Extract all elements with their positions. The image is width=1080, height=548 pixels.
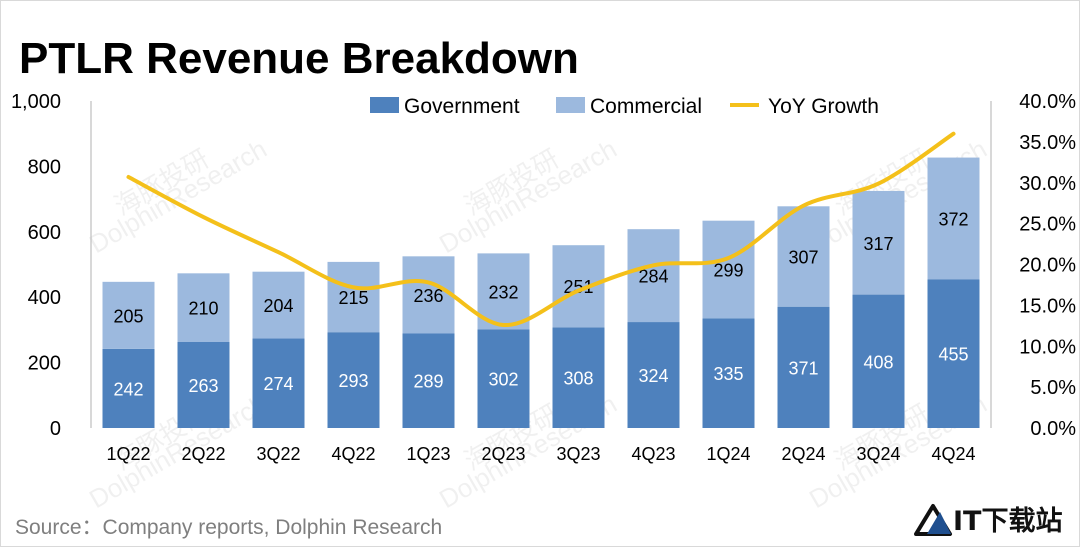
bar-government: [552, 327, 605, 428]
bar-government: [627, 322, 680, 428]
left-axis-tick-label: 800: [28, 156, 61, 178]
bar-commercial: [402, 256, 455, 334]
bar-commercial: [252, 271, 305, 339]
right-axis-tick-label: 25.0%: [1019, 214, 1076, 236]
x-axis-tick-label: 4Q22: [331, 444, 375, 464]
bar-government: [177, 341, 230, 428]
left-axis-tick-label: 0: [50, 418, 61, 440]
value-label-commercial: 232: [488, 282, 518, 302]
right-axis-tick-label: 0.0%: [1030, 418, 1076, 440]
legend-label-commercial: Commercial: [590, 95, 702, 118]
bar-government: [252, 338, 305, 428]
legend-label-yoy: YoY Growth: [768, 95, 879, 118]
value-label-commercial: 372: [938, 209, 968, 229]
right-axis-tick-label: 30.0%: [1019, 173, 1076, 195]
value-label-government: 455: [938, 345, 968, 365]
legend: Government Commercial YoY Growth: [370, 95, 879, 118]
left-axis-tick-label: 400: [28, 287, 61, 309]
x-axis-tick-label: 2Q23: [481, 444, 525, 464]
value-label-commercial: 204: [263, 296, 293, 316]
value-label-government: 274: [263, 374, 293, 394]
x-axis-ticks: 1Q22 2Q22 3Q22 4Q22 1Q23 2Q23 3Q23 4Q23 1Q24 2Q24…: [106, 444, 975, 464]
chart-title: PTLR Revenue Breakdown: [19, 34, 579, 83]
value-label-government: 308: [563, 369, 593, 389]
legend-swatch-government: [370, 97, 399, 113]
value-label-commercial: 299: [713, 261, 743, 281]
bar-commercial: [102, 281, 155, 349]
value-label-government: 408: [863, 352, 893, 372]
x-axis-tick-label: 1Q23: [406, 444, 450, 464]
right-axis-tick-label: 20.0%: [1019, 255, 1076, 277]
x-axis-tick-label: 1Q22: [106, 444, 150, 464]
bar-government: [852, 294, 905, 428]
value-label-government: 324: [638, 366, 668, 386]
x-axis-tick-label: 2Q22: [181, 444, 225, 464]
right-axis-ticks: 0.0% 5.0% 10.0% 15.0% 20.0% 25.0% 30.0% 35.0% 40…: [1019, 91, 1076, 440]
bar-government: [477, 329, 530, 428]
right-axis-tick-label: 5.0%: [1030, 377, 1076, 399]
value-label-commercial: 205: [113, 306, 143, 326]
x-axis-tick-label: 2Q24: [781, 444, 825, 464]
x-axis-tick-label: 3Q23: [556, 444, 600, 464]
bar-government: [702, 318, 755, 428]
value-label-government: 242: [113, 379, 143, 399]
bar-commercial: [777, 206, 830, 307]
x-axis-tick-label: 3Q22: [256, 444, 300, 464]
bar-commercial: [477, 253, 530, 330]
value-label-commercial: 236: [413, 286, 443, 306]
bar-commercial: [702, 220, 755, 319]
x-axis-tick-label: 4Q23: [631, 444, 675, 464]
right-axis-tick-label: 40.0%: [1019, 91, 1076, 113]
bar-commercial: [927, 157, 980, 280]
right-axis-tick-label: 15.0%: [1019, 295, 1076, 317]
triangle-logo-icon: [914, 504, 952, 536]
bar-government: [327, 332, 380, 428]
value-label-commercial: 284: [638, 267, 668, 287]
value-label-commercial: 317: [863, 234, 893, 254]
legend-label-government: Government: [404, 95, 520, 118]
bar-government: [927, 279, 980, 428]
left-axis-ticks: 0 200 400 600 800 1,000: [11, 91, 61, 440]
value-labels-layer: 242 205 263 210 274 204 293 215 289 236 302 232 308 2…: [113, 209, 968, 399]
bars-layer: [102, 157, 980, 428]
x-axis-tick-label: 4Q24: [931, 444, 975, 464]
right-axis-tick-label: 35.0%: [1019, 132, 1076, 154]
value-label-government: 371: [788, 358, 818, 378]
value-label-government: 263: [188, 376, 218, 396]
bar-government: [402, 333, 455, 428]
right-axis-tick-label: 10.0%: [1019, 336, 1076, 358]
x-axis-tick-label: 1Q24: [706, 444, 750, 464]
left-axis-tick-label: 200: [28, 353, 61, 375]
value-label-commercial: 307: [788, 247, 818, 267]
bar-commercial: [627, 229, 680, 323]
site-logo: IT下载站: [914, 504, 1062, 537]
bar-government: [102, 348, 155, 428]
left-axis-tick-label: 600: [28, 222, 61, 244]
bar-government: [777, 306, 830, 428]
source-note: Source：Company reports, Dolphin Research: [15, 516, 442, 539]
value-label-government: 293: [338, 371, 368, 391]
bar-commercial: [852, 190, 905, 295]
bar-commercial: [552, 245, 605, 328]
value-label-government: 335: [713, 364, 743, 384]
value-label-commercial: 215: [338, 288, 368, 308]
yoy-growth-line: [126, 131, 956, 327]
value-label-government: 289: [413, 372, 443, 392]
site-logo-text: IT下载站: [953, 506, 1062, 537]
bar-commercial: [327, 261, 380, 333]
legend-swatch-commercial: [556, 97, 585, 113]
left-axis-tick-label: 1,000: [11, 91, 61, 113]
bar-commercial: [177, 273, 230, 342]
x-axis-tick-label: 3Q24: [856, 444, 900, 464]
value-label-government: 302: [488, 370, 518, 390]
value-label-commercial: 210: [188, 299, 218, 319]
